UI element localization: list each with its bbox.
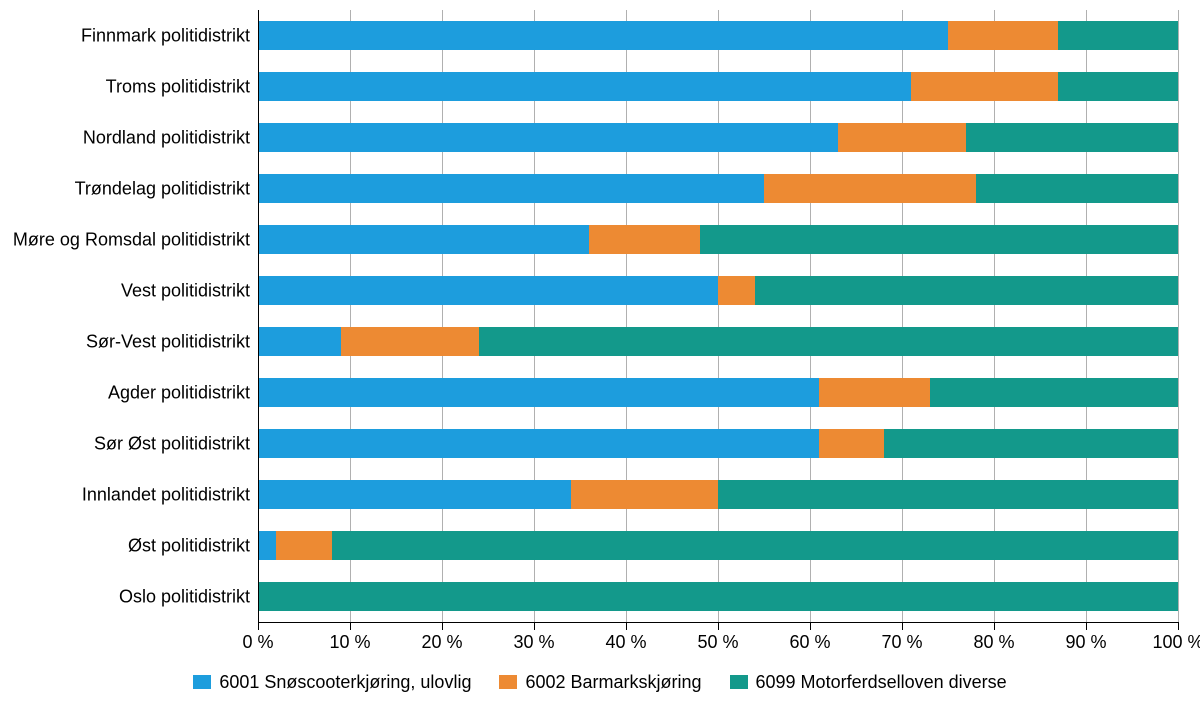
bar-row xyxy=(258,72,1178,101)
y-axis-label: Møre og Romsdal politidistrikt xyxy=(13,229,250,250)
x-axis-label: 30 % xyxy=(513,632,554,653)
x-axis-ticks xyxy=(258,622,1178,630)
y-axis-label: Innlandet politidistrikt xyxy=(82,484,250,505)
legend-swatch xyxy=(499,675,517,689)
y-axis-label: Oslo politidistrikt xyxy=(119,586,250,607)
x-tick xyxy=(810,622,811,630)
gridline xyxy=(1178,10,1179,622)
bar-segment-s3 xyxy=(1058,21,1178,50)
bar-segment-s3 xyxy=(966,123,1178,152)
bar-segment-s1 xyxy=(258,21,948,50)
bar-segment-s2 xyxy=(276,531,331,560)
x-axis-label: 90 % xyxy=(1065,632,1106,653)
x-tick xyxy=(1178,622,1179,630)
bar-segment-s2 xyxy=(589,225,699,254)
plot-area xyxy=(258,10,1178,622)
bar-segment-s3 xyxy=(332,531,1178,560)
y-axis-label: Øst politidistrikt xyxy=(128,535,250,556)
bar-row xyxy=(258,276,1178,305)
x-axis-label: 70 % xyxy=(881,632,922,653)
y-axis-label: Troms politidistrikt xyxy=(106,76,250,97)
legend-label: 6099 Motorferdselloven diverse xyxy=(756,672,1007,693)
bar-segment-s3 xyxy=(976,174,1178,203)
y-axis-label: Finnmark politidistrikt xyxy=(81,25,250,46)
x-axis-label: 60 % xyxy=(789,632,830,653)
legend-swatch xyxy=(730,675,748,689)
bar-row xyxy=(258,480,1178,509)
bar-row xyxy=(258,429,1178,458)
x-axis-label: 100 % xyxy=(1152,632,1200,653)
bar-segment-s3 xyxy=(755,276,1178,305)
x-axis-label: 80 % xyxy=(973,632,1014,653)
legend-item: 6099 Motorferdselloven diverse xyxy=(730,672,1007,693)
legend-item: 6001 Snøscooterkjøring, ulovlig xyxy=(193,672,471,693)
bar-segment-s1 xyxy=(258,429,819,458)
bar-segment-s2 xyxy=(718,276,755,305)
x-tick xyxy=(994,622,995,630)
stacked-bar-chart: Finnmark politidistrikt Troms politidistr… xyxy=(0,0,1200,707)
bar-row xyxy=(258,378,1178,407)
bar-row xyxy=(258,174,1178,203)
x-axis-label: 20 % xyxy=(421,632,462,653)
bar-segment-s1 xyxy=(258,174,764,203)
x-tick xyxy=(350,622,351,630)
x-tick xyxy=(1086,622,1087,630)
x-axis-label: 0 % xyxy=(242,632,273,653)
bar-row xyxy=(258,582,1178,611)
bar-segment-s1 xyxy=(258,378,819,407)
bar-segment-s2 xyxy=(838,123,967,152)
x-tick xyxy=(258,622,259,630)
x-tick xyxy=(442,622,443,630)
bar-segment-s3 xyxy=(479,327,1178,356)
bar-segment-s2 xyxy=(911,72,1058,101)
bar-row xyxy=(258,123,1178,152)
legend-label: 6001 Snøscooterkjøring, ulovlig xyxy=(219,672,471,693)
bars-layer xyxy=(258,10,1178,622)
bar-segment-s2 xyxy=(764,174,976,203)
bar-segment-s1 xyxy=(258,123,838,152)
x-axis-label: 50 % xyxy=(697,632,738,653)
bar-segment-s3 xyxy=(718,480,1178,509)
bar-row xyxy=(258,225,1178,254)
legend: 6001 Snøscooterkjøring, ulovlig 6002 Barm… xyxy=(0,664,1200,700)
bar-segment-s1 xyxy=(258,72,911,101)
y-axis-label: Sør-Vest politidistrikt xyxy=(86,331,250,352)
x-axis-label: 10 % xyxy=(329,632,370,653)
x-tick xyxy=(626,622,627,630)
y-axis-labels: Finnmark politidistrikt Troms politidistr… xyxy=(0,10,250,622)
bar-segment-s2 xyxy=(341,327,479,356)
bar-segment-s1 xyxy=(258,327,341,356)
legend-item: 6002 Barmarkskjøring xyxy=(499,672,701,693)
y-axis-label: Nordland politidistrikt xyxy=(83,127,250,148)
x-axis-labels: 0 %10 %20 %30 %40 %50 %60 %70 %80 %90 %1… xyxy=(258,632,1178,656)
bar-segment-s1 xyxy=(258,480,571,509)
y-axis-label: Sør Øst politidistrikt xyxy=(94,433,250,454)
y-axis-label: Trøndelag politidistrikt xyxy=(75,178,250,199)
bar-segment-s1 xyxy=(258,225,589,254)
y-axis-label: Agder politidistrikt xyxy=(108,382,250,403)
legend-swatch xyxy=(193,675,211,689)
bar-segment-s3 xyxy=(930,378,1178,407)
bar-segment-s1 xyxy=(258,531,276,560)
bar-segment-s3 xyxy=(1058,72,1178,101)
bar-row xyxy=(258,531,1178,560)
legend-label: 6002 Barmarkskjøring xyxy=(525,672,701,693)
bar-segment-s2 xyxy=(819,378,929,407)
x-tick xyxy=(902,622,903,630)
y-axis-label: Vest politidistrikt xyxy=(121,280,250,301)
x-tick xyxy=(534,622,535,630)
bar-segment-s3 xyxy=(884,429,1178,458)
x-axis-label: 40 % xyxy=(605,632,646,653)
x-tick xyxy=(718,622,719,630)
bar-row xyxy=(258,21,1178,50)
bar-segment-s1 xyxy=(258,276,718,305)
bar-segment-s2 xyxy=(571,480,718,509)
bar-segment-s3 xyxy=(700,225,1178,254)
bar-segment-s2 xyxy=(819,429,883,458)
bar-segment-s3 xyxy=(258,582,1178,611)
bar-row xyxy=(258,327,1178,356)
bar-segment-s2 xyxy=(948,21,1058,50)
